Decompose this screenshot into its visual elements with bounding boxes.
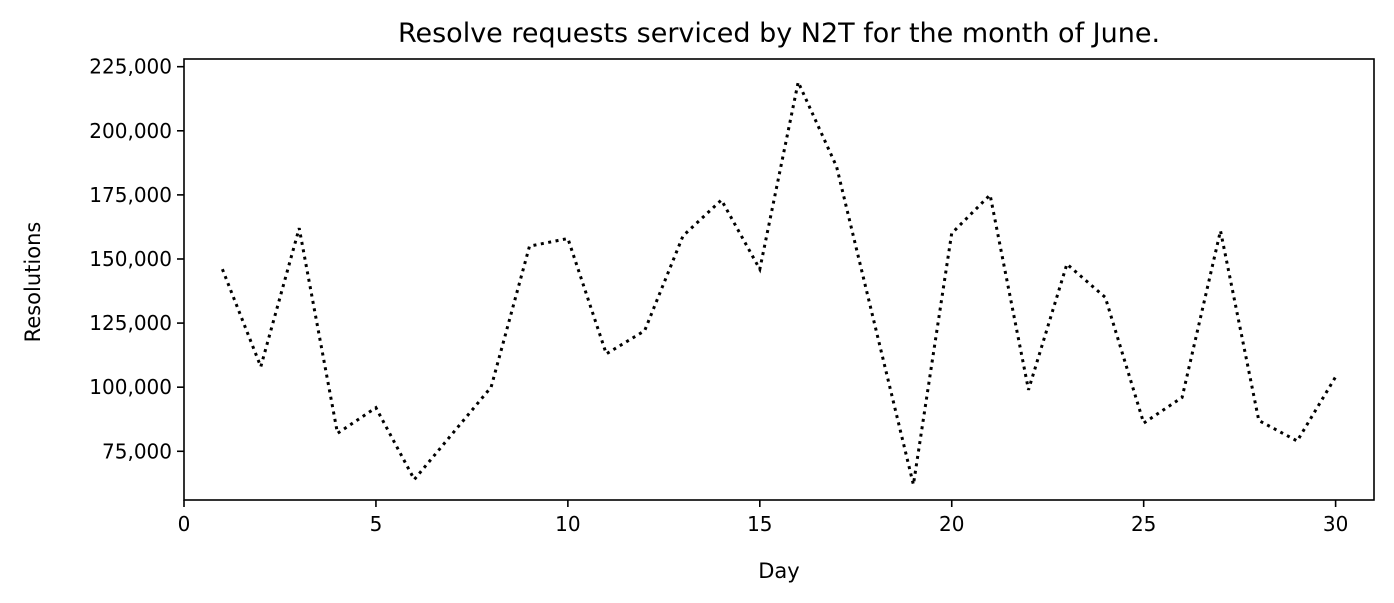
x-tick-label: 10 (555, 512, 580, 536)
y-tick-label: 200,000 (89, 119, 172, 143)
x-axis-label: Day (758, 559, 799, 583)
y-tick-label: 75,000 (102, 439, 172, 463)
x-axis: 0 5 10 15 20 25 30 (178, 500, 1348, 536)
x-tick-label: 0 (178, 512, 191, 536)
x-tick-label: 20 (939, 512, 964, 536)
y-axis: 75,000 100,000 125,000 150,000 175,000 200,00… (89, 55, 184, 463)
y-tick-label: 100,000 (89, 375, 172, 399)
chart-title: Resolve requests serviced by N2T for the… (398, 18, 1160, 49)
x-tick-label: 25 (1131, 512, 1156, 536)
plot-frame (183, 58, 1375, 501)
x-tick-label: 30 (1323, 512, 1348, 536)
x-tick-label: 15 (747, 512, 772, 536)
y-tick-label: 225,000 (89, 55, 172, 79)
series-line (221, 77, 1337, 485)
x-tick-label: 5 (370, 512, 383, 536)
y-tick-label: 125,000 (89, 311, 172, 335)
y-axis-label: Resolutions (21, 222, 45, 343)
y-tick-label: 175,000 (89, 183, 172, 207)
y-tick-label: 150,000 (89, 247, 172, 271)
plot-area (221, 77, 1337, 485)
